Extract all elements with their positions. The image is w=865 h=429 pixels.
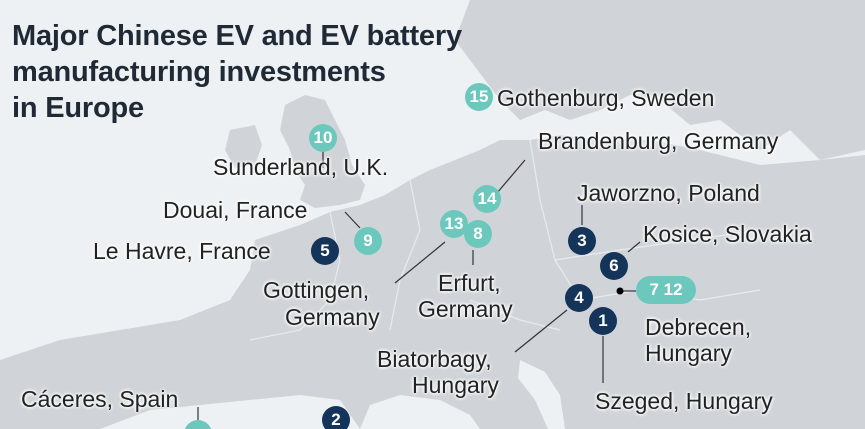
marker-10: 10 xyxy=(309,124,337,152)
marker-5: 5 xyxy=(311,237,339,265)
adriatic-sea xyxy=(518,360,565,429)
map-title: Major Chinese EV and EV battery manufact… xyxy=(12,18,462,126)
marker-3: 3 xyxy=(568,227,596,255)
label-brandenburg: Brandenburg, Germany xyxy=(538,128,779,154)
mediterranean-sea xyxy=(360,395,480,429)
marker-8: 8 xyxy=(464,220,492,248)
label-caceres: Cáceres, Spain xyxy=(21,386,179,412)
debrecen-dot xyxy=(616,287,624,295)
marker-7-12: 7 12 xyxy=(636,276,696,304)
marker-2: 2 xyxy=(322,406,350,429)
scandinavia-landmass xyxy=(455,0,865,160)
label-gothenburg: Gothenburg, Sweden xyxy=(497,85,715,111)
continental-europe xyxy=(0,135,865,429)
label-erfurt-line1: Erfurt, xyxy=(438,270,501,296)
label-erfurt: Erfurt, xyxy=(438,270,501,296)
label-debrecen: Debrecen, xyxy=(645,314,752,340)
title-line-1: Major Chinese EV and EV battery xyxy=(12,20,462,52)
label-gottingen: Gottingen, xyxy=(263,277,370,303)
marker-4: 4 xyxy=(565,284,593,312)
marker-1: 1 xyxy=(589,307,617,335)
title-line-3: in Europe xyxy=(12,92,144,124)
label-gottingen-country: Germany xyxy=(285,304,380,330)
marker-14: 14 xyxy=(473,185,501,213)
label-biatorbagy: Biatorbagy, xyxy=(377,346,492,372)
label-erfurt-country: Germany xyxy=(418,296,513,322)
label-douai: Douai, France xyxy=(163,197,308,223)
label-szeged: Szeged, Hungary xyxy=(595,388,773,414)
label-sunderland: Sunderland, U.K. xyxy=(213,154,389,180)
label-le-havre: Le Havre, France xyxy=(93,238,271,264)
label-debrecen-country: Hungary xyxy=(645,340,732,366)
marker-caceres xyxy=(184,420,212,429)
leader-lines xyxy=(197,150,641,429)
label-kosice: Kosice, Slovakia xyxy=(643,221,812,247)
ireland xyxy=(225,125,262,168)
marker-9: 9 xyxy=(354,227,382,255)
marker-15: 15 xyxy=(465,83,493,111)
label-biatorbagy-country: Hungary xyxy=(412,372,499,398)
label-jaworzno: Jaworzno, Poland xyxy=(577,180,760,206)
marker-6: 6 xyxy=(600,252,628,280)
title-line-2: manufacturing investments xyxy=(12,56,386,88)
marker-13: 13 xyxy=(440,210,468,238)
